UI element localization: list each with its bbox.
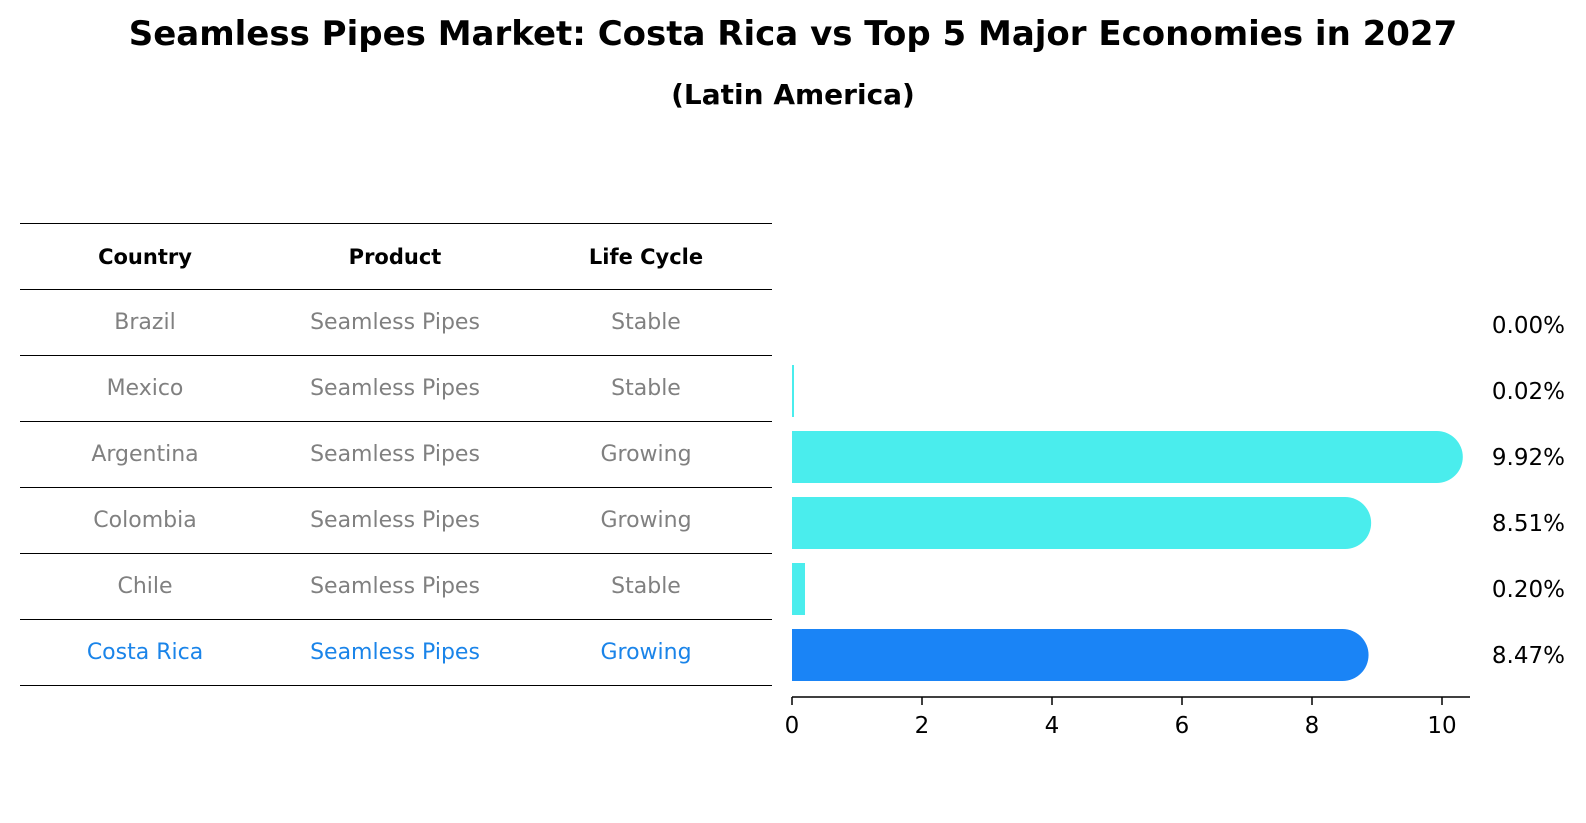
life-cycle-cell: Stable — [611, 574, 681, 599]
bar-value-label: 0.02% — [1492, 379, 1565, 405]
column-header-product: Product — [348, 244, 442, 269]
bar-value-label: 0.20% — [1492, 577, 1565, 603]
life-cycle-cell: Stable — [611, 310, 681, 335]
x-axis: 0 2 4 6 8 10 — [785, 696, 1470, 739]
bar-value-label: 0.00% — [1492, 313, 1565, 339]
country-cell: Chile — [117, 574, 173, 599]
table-header-row: Country Product Life Cycle — [20, 224, 772, 290]
bar-value-label: 8.51% — [1492, 511, 1565, 537]
country-cell: Brazil — [114, 310, 176, 335]
x-tick-label: 8 — [1305, 713, 1320, 739]
value-labels-group: 0.00% 0.02% 9.92% 8.51% 0.20% 8.47% — [1492, 313, 1565, 669]
table-row-highlight: Costa Rica Seamless Pipes Growing — [20, 620, 772, 686]
product-cell: Seamless Pipes — [310, 640, 480, 665]
chart-title: Seamless Pipes Market: Costa Rica vs Top… — [128, 14, 1458, 54]
table-row: Colombia Seamless Pipes Growing — [20, 488, 772, 554]
table-row: Chile Seamless Pipes Stable — [20, 554, 772, 620]
country-cell: Mexico — [106, 376, 184, 401]
bar-highlight — [792, 629, 1369, 681]
table-row: Mexico Seamless Pipes Stable — [20, 356, 772, 422]
country-cell: Costa Rica — [86, 640, 204, 665]
country-cell: Argentina — [91, 442, 199, 467]
comparison-table: Country Product Life Cycle Brazil Seamle… — [20, 223, 772, 686]
x-tick-label: 4 — [1045, 713, 1060, 739]
life-cycle-cell: Growing — [600, 640, 692, 665]
table-row: Argentina Seamless Pipes Growing — [20, 422, 772, 488]
bar — [792, 497, 1372, 549]
life-cycle-cell: Stable — [611, 376, 681, 401]
life-cycle-cell: Growing — [600, 508, 692, 533]
bar-value-label: 8.47% — [1492, 643, 1565, 669]
bar-value-label: 9.92% — [1492, 445, 1565, 471]
country-cell: Colombia — [93, 508, 197, 533]
x-tick-label: 6 — [1175, 713, 1190, 739]
table-row: Brazil Seamless Pipes Stable — [20, 290, 772, 356]
product-cell: Seamless Pipes — [310, 508, 480, 533]
bar — [792, 563, 805, 615]
bar — [792, 431, 1463, 483]
x-tick-label: 0 — [785, 713, 800, 739]
life-cycle-cell: Growing — [600, 442, 692, 467]
bar — [792, 365, 794, 417]
column-header-country: Country — [98, 244, 192, 269]
product-cell: Seamless Pipes — [310, 574, 480, 599]
chart-subtitle: (Latin America) — [671, 78, 915, 111]
product-cell: Seamless Pipes — [310, 310, 480, 335]
column-header-life-cycle: Life Cycle — [588, 244, 704, 269]
product-cell: Seamless Pipes — [310, 442, 480, 467]
product-cell: Seamless Pipes — [310, 376, 480, 401]
bars-group — [792, 365, 1463, 681]
x-tick-label: 2 — [915, 713, 930, 739]
x-tick-label: 10 — [1427, 713, 1456, 739]
